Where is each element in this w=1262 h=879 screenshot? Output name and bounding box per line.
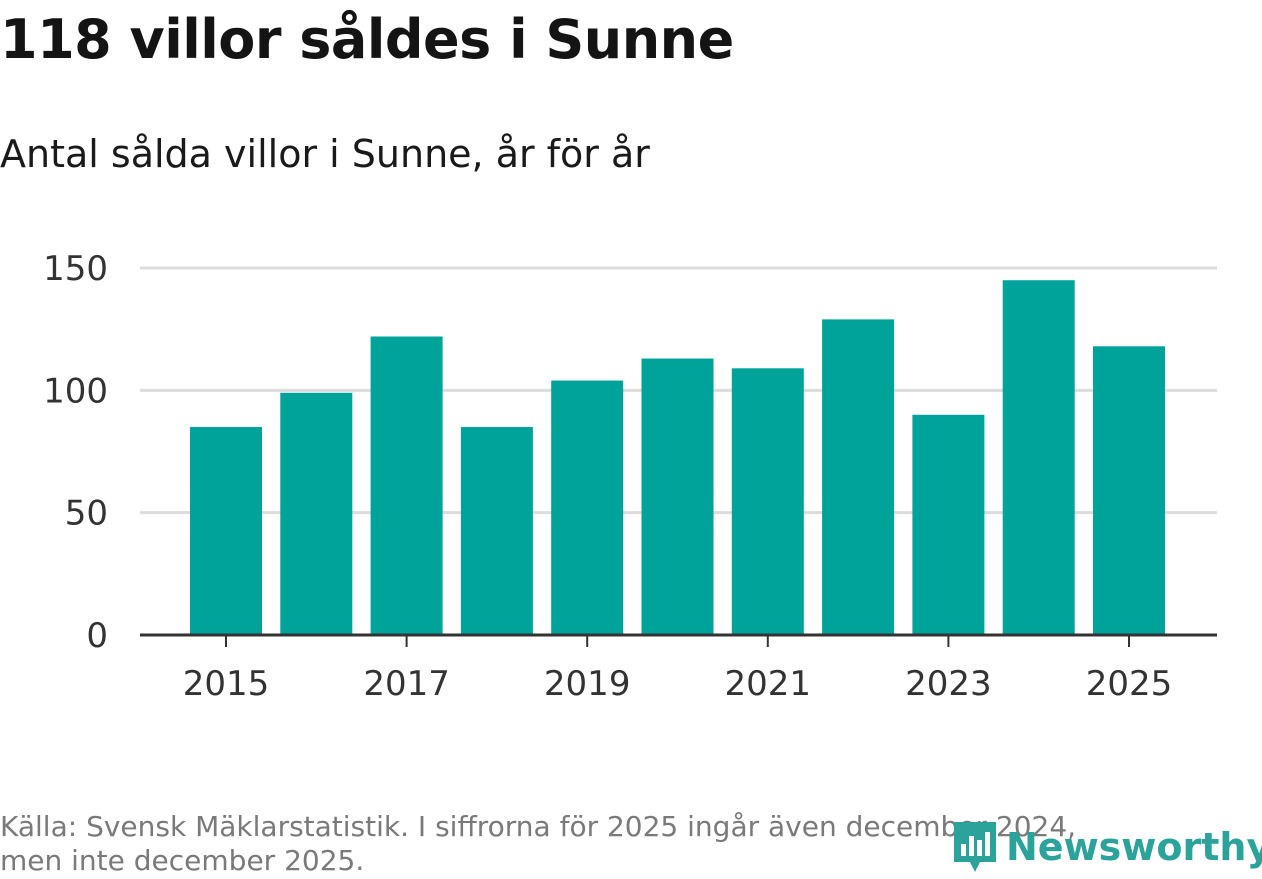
source-line-1: Källa: Svensk Mäklarstatistik. I siffror… (0, 810, 1077, 843)
source-line-2: men inte december 2025. (0, 844, 365, 877)
bar-2023 (912, 414, 985, 635)
newsworthy-logo-icon (954, 822, 996, 872)
bar-2017 (370, 336, 443, 635)
x-tick-label: 2021 (725, 664, 812, 704)
bar-2018 (460, 427, 533, 635)
logo-text: Newsworthy (1006, 825, 1262, 869)
x-tick-label: 2015 (183, 664, 270, 704)
bar-2016 (280, 392, 353, 635)
y-tick-label: 50 (65, 494, 108, 534)
x-tick-label: 2017 (363, 664, 450, 704)
source-note: Källa: Svensk Mäklarstatistik. I siffror… (0, 810, 1190, 878)
bar-2019 (551, 380, 624, 635)
bar-2024 (1002, 280, 1075, 635)
newsworthy-logo: Newsworthy (950, 818, 1262, 876)
x-tick-label: 2025 (1086, 664, 1173, 704)
bar-2020 (641, 358, 714, 635)
bar-2022 (822, 319, 895, 635)
x-tick-label: 2023 (905, 664, 992, 704)
axes: 0 50 100 150 2015 2017 2019 2021 2023 2025 (43, 249, 1217, 704)
y-tick-label: 0 (86, 616, 108, 656)
x-tick-label: 2019 (544, 664, 631, 704)
y-tick-label: 150 (43, 249, 108, 289)
y-tick-label: 100 (43, 371, 108, 411)
chart-subtitle: Antal sålda villor i Sunne, år för år (0, 132, 650, 176)
bar-2021 (731, 368, 804, 635)
bar-2015 (190, 427, 262, 635)
chart-title: 118 villor såldes i Sunne (0, 8, 734, 71)
bar-2025 (1093, 346, 1165, 635)
bars (190, 280, 1165, 635)
